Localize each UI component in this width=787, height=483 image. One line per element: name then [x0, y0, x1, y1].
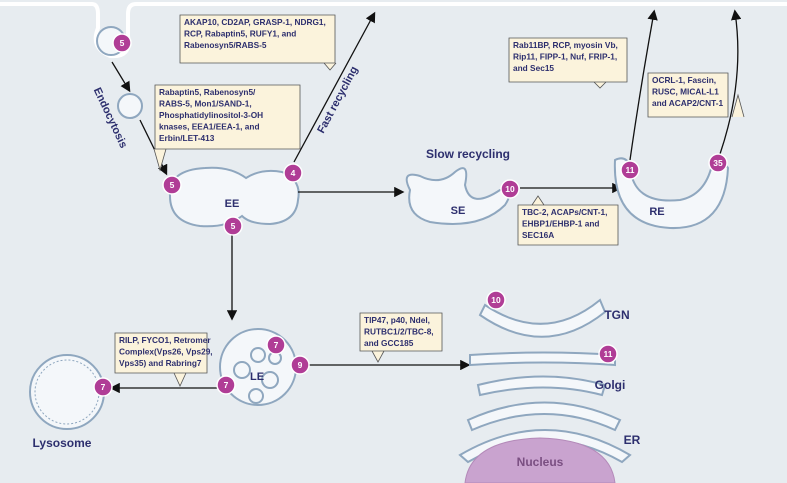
badge-text: 7 — [224, 380, 229, 390]
badge — [283, 163, 303, 183]
badge-text: 9 — [298, 360, 303, 370]
callout-text: Vps35) and Rabring7 — [119, 358, 202, 368]
callout-box — [114, 332, 208, 387]
badge — [223, 216, 243, 236]
badge-text: 10 — [491, 295, 501, 305]
badge-text: 4 — [291, 168, 296, 178]
badge-text: 5 — [120, 38, 125, 48]
badge — [162, 175, 182, 195]
callout-box — [647, 72, 745, 118]
badge — [598, 344, 618, 364]
callout-text: SEC16A — [522, 230, 554, 240]
badge-text: 11 — [604, 349, 613, 359]
callout-text: Rab11BP, RCP, myosin Vb, — [513, 40, 618, 50]
badge — [290, 355, 310, 375]
label: EE — [225, 198, 240, 210]
callout-text: TIP47, p40, Ndel, — [364, 315, 430, 325]
callout-box — [508, 37, 628, 89]
callout-text: RUTBC1/2/TBC-8, — [364, 327, 434, 337]
badge — [500, 179, 520, 199]
callout-text: Rabaptin5, Rabenosyn5/ — [159, 87, 256, 97]
badge-text: 11 — [626, 165, 635, 175]
callout-text: and Sec15 — [513, 63, 554, 73]
badge — [93, 377, 113, 397]
callout-box — [517, 195, 619, 246]
callout-text: OCRL-1, Fascin, — [652, 75, 716, 85]
callout-text: RCP, Rabaptin5, RUFY1, and — [184, 29, 296, 39]
callout-box — [153, 84, 301, 172]
badge-text: 35 — [713, 158, 723, 168]
badge — [266, 335, 286, 355]
label: TGN — [604, 308, 629, 322]
callout-text: and ACAP2/CNT-1 — [652, 98, 724, 108]
callout-box — [359, 312, 443, 363]
callout-text: RUSC, MICAL-L1 — [652, 87, 719, 97]
label: Slow recycling — [426, 147, 510, 161]
badge-text: 7 — [101, 382, 106, 392]
callout-text: and GCC185 — [364, 338, 414, 348]
badge — [216, 375, 236, 395]
label: Fast recycling — [315, 64, 360, 135]
callout-text: Rabenosyn5/RABS-5 — [184, 40, 267, 50]
callout-text: knases, EEA1/EEA-1, and — [159, 122, 260, 132]
label: RE — [649, 206, 664, 218]
label: LE — [250, 371, 264, 383]
callout-text: EHBP1/EHBP-1 and — [522, 219, 599, 229]
label: Golgi — [595, 378, 626, 392]
callout-text: Erbin/LET-413 — [159, 133, 215, 143]
callout-text: Complex(Vps26, Vps29, — [119, 347, 213, 357]
badge-text: 7 — [274, 340, 279, 350]
badge-text: 5 — [170, 180, 175, 190]
badge-text: 5 — [231, 221, 236, 231]
callout-box — [179, 14, 337, 71]
callout-text: AKAP10, CD2AP, GRASP-1, NDRG1, — [184, 17, 326, 27]
badge — [112, 33, 132, 53]
label: ER — [624, 433, 641, 447]
label: Lysosome — [33, 436, 92, 450]
callout-text: TBC-2, ACAPs/CNT-1, — [522, 207, 607, 217]
badge — [708, 153, 728, 173]
callout-text: RILP, FYCO1, Retromer — [119, 335, 211, 345]
badge — [486, 290, 506, 310]
callout-text: RABS-5, Mon1/SAND-1, — [159, 99, 252, 109]
label: SE — [451, 205, 466, 217]
callout-text: Phosphatidylinositol-3-OH — [159, 110, 263, 120]
badge-text: 10 — [505, 184, 515, 194]
callout-text: Rip11, FIPP-1, Nuf, FRIP-1, — [513, 52, 617, 62]
badge — [620, 160, 640, 180]
label: Nucleus — [517, 455, 564, 469]
